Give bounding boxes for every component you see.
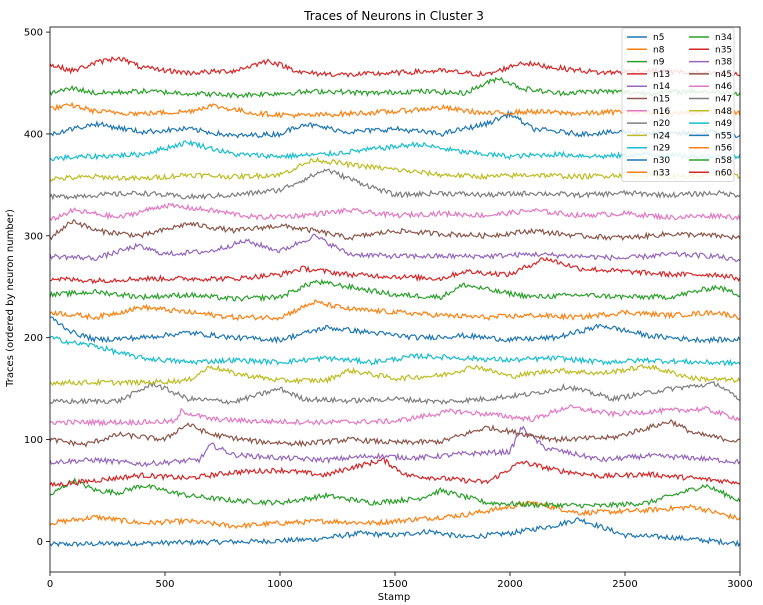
legend-label-n13: n13 — [653, 70, 670, 80]
legend-label-n38: n38 — [715, 58, 732, 68]
series-line-n15 — [50, 418, 740, 448]
series-line-n45 — [50, 218, 740, 242]
legend-label-n60: n60 — [715, 168, 732, 178]
series-line-n47 — [50, 168, 740, 201]
series-line-n29 — [50, 336, 740, 367]
x-axis: 0 500 1000 1500 2000 2500 3000 — [47, 572, 753, 590]
y-tick-label: 200 — [24, 333, 43, 344]
x-tick-label: 1000 — [267, 579, 292, 590]
legend-label-n47: n47 — [715, 95, 732, 105]
legend-label-n34: n34 — [715, 33, 732, 43]
legend-label-n58: n58 — [715, 156, 732, 166]
x-axis-label: Stamp — [378, 592, 411, 603]
x-tick-label: 3000 — [727, 579, 752, 590]
legend: n5 n8 n9 n13 n14 n15 n16 n20 n24 n29 n30 n33 n34 n35 n… — [621, 27, 735, 183]
legend-label-n16: n16 — [653, 107, 670, 117]
legend-label-n45: n45 — [715, 70, 732, 80]
series-line-n8 — [50, 500, 740, 530]
series-line-n38 — [50, 233, 740, 263]
series-line-n33 — [50, 299, 740, 322]
legend-label-n20: n20 — [653, 119, 670, 129]
legend-label-n15: n15 — [653, 95, 670, 105]
legend-label-n55: n55 — [715, 131, 732, 141]
series-line-n13 — [50, 457, 740, 488]
y-axis-label: Traces (ordered by neuron number) — [5, 209, 16, 388]
y-tick-label: 500 — [24, 28, 43, 39]
y-tick-label: 400 — [24, 129, 43, 140]
x-tick-label: 2000 — [497, 579, 522, 590]
series-line-n5 — [50, 517, 740, 548]
legend-label-n49: n49 — [715, 119, 732, 129]
series-line-n30 — [50, 316, 740, 345]
legend-box — [621, 27, 735, 183]
series-line-n16 — [50, 404, 740, 427]
legend-label-n5: n5 — [653, 33, 664, 43]
x-tick-label: 2500 — [612, 579, 637, 590]
legend-label-n8: n8 — [653, 45, 665, 55]
legend-label-n30: n30 — [653, 156, 670, 166]
legend-label-n48: n48 — [715, 107, 732, 117]
legend-label-n14: n14 — [653, 82, 670, 92]
series-line-n9 — [50, 477, 740, 510]
y-tick-label: 300 — [24, 231, 43, 242]
x-tick-label: 500 — [155, 579, 174, 590]
x-tick-label: 1500 — [382, 579, 407, 590]
y-tick-label: 0 — [37, 537, 43, 548]
series-line-n35 — [50, 256, 740, 285]
legend-label-n33: n33 — [653, 168, 670, 178]
legend-label-n35: n35 — [715, 45, 732, 55]
series-line-n20 — [50, 380, 740, 406]
series-line-n14 — [50, 425, 740, 468]
legend-label-n24: n24 — [653, 131, 670, 141]
series-line-n34 — [50, 278, 740, 303]
series-line-n24 — [50, 364, 740, 387]
y-tick-label: 100 — [24, 435, 43, 446]
series-line-n46 — [50, 202, 740, 222]
legend-label-n9: n9 — [653, 58, 665, 68]
y-axis: 0 100 200 300 400 500 — [24, 28, 50, 548]
legend-label-n46: n46 — [715, 82, 732, 92]
x-tick-label: 0 — [47, 579, 53, 590]
legend-label-n56: n56 — [715, 144, 732, 154]
legend-label-n29: n29 — [653, 144, 670, 154]
chart-title: Traces of Neurons in Cluster 3 — [303, 9, 484, 23]
